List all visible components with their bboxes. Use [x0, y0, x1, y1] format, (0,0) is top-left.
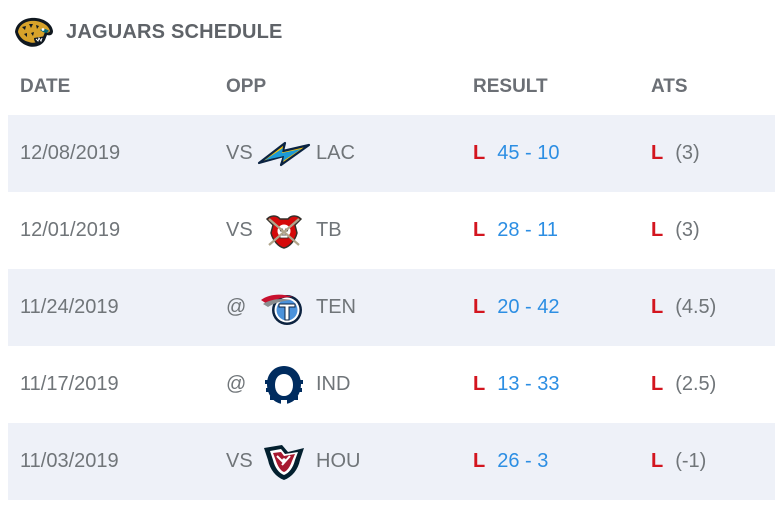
opponent-cell: VS HOU [226, 423, 360, 500]
ats-cell: L (3) [651, 192, 700, 269]
table-row: 11/17/2019 @ IND L 13 - 33 [8, 346, 775, 423]
table-row: 11/24/2019 @ TEN L 20 - 42 L (4.5) [8, 269, 775, 346]
game-date: 11/24/2019 [20, 296, 119, 318]
ats-indicator: L [651, 373, 664, 395]
game-date: 11/03/2019 [20, 450, 119, 472]
column-header-opp[interactable]: OPP [226, 76, 267, 97]
score-link[interactable]: 20 - 42 [497, 296, 560, 318]
result-cell: L 26 - 3 [473, 423, 548, 500]
texans-logo-icon[interactable] [256, 440, 312, 484]
game-location: @ [226, 296, 247, 318]
titans-logo-icon[interactable] [256, 286, 312, 330]
ats-cell: L (-1) [651, 423, 706, 500]
score-link[interactable]: 13 - 33 [497, 373, 560, 395]
column-header-date[interactable]: DATE [20, 76, 71, 97]
result-indicator: L [473, 219, 486, 241]
game-location: VS [226, 142, 253, 164]
game-location: VS [226, 450, 253, 472]
opponent-cell: VS TB [226, 192, 342, 269]
opponent-name[interactable]: LAC [316, 142, 355, 164]
opponent-cell: VS LAC [226, 115, 355, 192]
page-title: JAGUARS SCHEDULE [66, 20, 283, 43]
score-link[interactable]: 45 - 10 [497, 142, 560, 164]
ats-indicator: L [651, 296, 664, 318]
score-link[interactable]: 28 - 11 [497, 219, 558, 241]
result-indicator: L [473, 296, 486, 318]
opponent-name[interactable]: HOU [316, 450, 361, 472]
spread-line: (4.5) [675, 296, 717, 318]
buccaneers-logo-icon[interactable] [256, 209, 312, 253]
ats-cell: L (3) [651, 115, 700, 192]
spread-line: (3) [675, 142, 700, 164]
result-indicator: L [473, 373, 486, 395]
ats-cell: L (4.5) [651, 269, 716, 346]
ats-indicator: L [651, 142, 664, 164]
column-header-result[interactable]: RESULT [473, 76, 548, 97]
spread-line: (-1) [675, 450, 707, 472]
game-date: 12/08/2019 [20, 142, 121, 164]
result-cell: L 28 - 11 [473, 192, 558, 269]
schedule-header: JAGUARS SCHEDULE [12, 10, 283, 54]
spread-line: (3) [675, 219, 700, 241]
table-header: DATE OPP RESULT ATS [0, 74, 783, 102]
ats-cell: L (2.5) [651, 346, 716, 423]
jaguars-logo-icon [12, 12, 56, 52]
opponent-cell: @ TEN [226, 269, 356, 346]
score-link[interactable]: 26 - 3 [497, 450, 549, 472]
ats-indicator: L [651, 219, 664, 241]
game-date: 12/01/2019 [20, 219, 121, 241]
opponent-name[interactable]: TB [316, 219, 342, 241]
result-cell: L 20 - 42 [473, 269, 559, 346]
column-header-ats[interactable]: ATS [651, 76, 688, 97]
colts-logo-icon[interactable] [256, 363, 312, 407]
table-row: 12/08/2019 VS LAC L 45 - 10 L (3) [8, 115, 775, 192]
game-location: @ [226, 373, 247, 395]
opponent-name[interactable]: TEN [316, 296, 356, 318]
table-row: 11/03/2019 VS HOU L 26 - 3 L (-1) [8, 423, 775, 500]
result-cell: L 13 - 33 [473, 346, 559, 423]
table-row: 12/01/2019 VS TB L 28 - 11 L ( [8, 192, 775, 269]
result-indicator: L [473, 142, 486, 164]
schedule-table: 12/08/2019 VS LAC L 45 - 10 L (3) 12/01/… [8, 115, 775, 500]
opponent-cell: @ IND [226, 346, 350, 423]
ats-indicator: L [651, 450, 664, 472]
game-location: VS [226, 219, 253, 241]
result-cell: L 45 - 10 [473, 115, 559, 192]
result-indicator: L [473, 450, 486, 472]
chargers-logo-icon[interactable] [256, 132, 312, 176]
game-date: 11/17/2019 [20, 373, 119, 395]
spread-line: (2.5) [675, 373, 717, 395]
opponent-name[interactable]: IND [316, 373, 351, 395]
